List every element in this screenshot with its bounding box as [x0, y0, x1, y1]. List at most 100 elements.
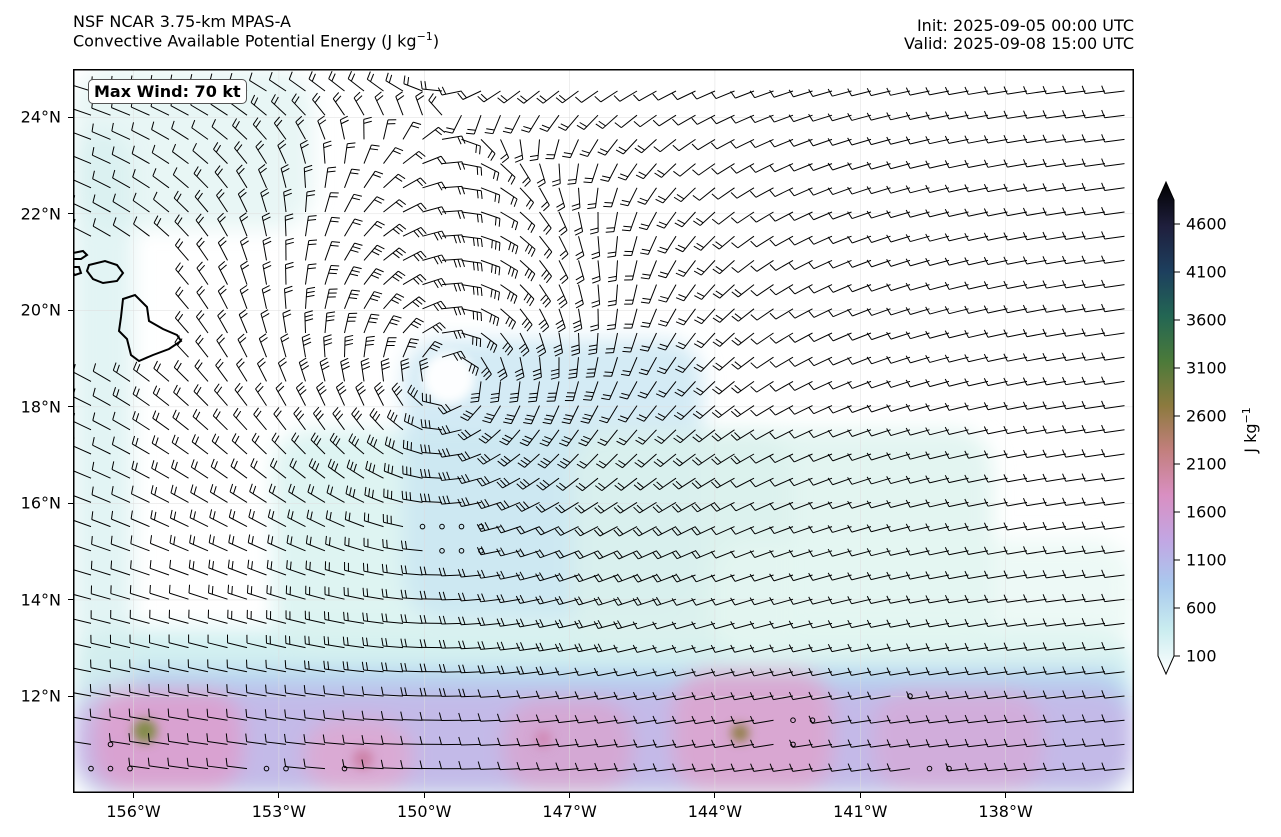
- wind-barb-feather: [360, 358, 369, 363]
- wind-barb-feather: [524, 321, 531, 329]
- wind-barb-feather: [520, 95, 528, 102]
- wind-barb: [480, 768, 501, 770]
- wind-barb-feather: [675, 550, 682, 558]
- wind-barb-feather: [769, 312, 777, 320]
- wind-barb-feather: [211, 585, 214, 595]
- wind-barb: [344, 544, 365, 552]
- wind-barb-feather: [676, 434, 684, 441]
- wind-barb: [1065, 743, 1086, 747]
- wind-barb-feather: [827, 309, 834, 317]
- wind-barb: [324, 619, 345, 624]
- wind-barb-feather: [251, 510, 255, 520]
- wind-barb: [968, 622, 989, 628]
- wind-barb: [363, 742, 384, 745]
- wind-barb-feather: [461, 498, 466, 506]
- wind-barb-feather: [672, 118, 679, 126]
- wind-barb: [402, 498, 423, 503]
- wind-barb-feather: [361, 686, 365, 695]
- wind-barb-feather: [1101, 303, 1106, 312]
- wind-barb: [131, 106, 150, 116]
- wind-barb-feather: [606, 227, 615, 229]
- wind-barb-feather: [175, 286, 181, 294]
- wind-barb-feather: [500, 153, 508, 160]
- wind-barb-feather: [371, 144, 380, 147]
- cape-max-west: [133, 719, 157, 743]
- wind-barb-feather: [674, 391, 683, 397]
- wind-barb: [73, 445, 92, 455]
- wind-barb-feather: [464, 451, 471, 459]
- wind-barb-feather: [155, 437, 159, 446]
- wind-barb: [92, 154, 111, 165]
- wind-barb: [679, 429, 696, 444]
- wind-barb: [461, 356, 479, 369]
- wind-barb-feather: [925, 136, 930, 144]
- wind-barb-feather: [1101, 714, 1106, 723]
- wind-barb-feather: [249, 72, 253, 81]
- wind-barb-feather: [442, 495, 447, 504]
- wind-barb: [714, 671, 735, 677]
- wind-barb-feather: [403, 413, 407, 422]
- wind-barb-feather: [542, 326, 550, 333]
- wind-barb-feather: [696, 242, 704, 248]
- wind-barb-feather: [964, 305, 969, 314]
- wind-barb-feather: [523, 292, 529, 301]
- wind-barb-feather: [441, 230, 447, 239]
- wind-barb-feather: [568, 372, 577, 375]
- wind-barb-feather: [905, 379, 911, 388]
- wind-barb: [664, 356, 677, 374]
- wind-barb-feather: [404, 589, 408, 599]
- wind-barb-feather: [613, 668, 618, 677]
- wind-barb-feather: [523, 421, 532, 425]
- wind-barb-feather: [1101, 521, 1106, 530]
- wind-barb-feather: [246, 584, 249, 594]
- wind-barb-feather: [730, 574, 736, 582]
- wind-barb-feather: [415, 91, 423, 97]
- wind-barb: [890, 332, 911, 340]
- wind-barb-feather: [1081, 666, 1086, 675]
- wind-barb: [793, 574, 813, 582]
- wind-barb: [347, 78, 365, 92]
- wind-barb-feather: [657, 347, 666, 351]
- wind-barb: [968, 332, 989, 339]
- calm-wind-circle: [946, 765, 952, 772]
- wind-barb: [492, 115, 501, 134]
- wind-barb-feather: [238, 309, 247, 315]
- wind-barb-feather: [453, 283, 458, 292]
- wind-barb: [948, 332, 969, 339]
- wind-barb-feather: [808, 454, 814, 462]
- wind-barb-feather: [167, 757, 170, 766]
- wind-barb-feather: [574, 231, 583, 236]
- wind-barb-feather: [588, 352, 597, 355]
- wind-barb-feather: [342, 685, 345, 695]
- wind-barb-feather: [290, 511, 294, 520]
- wind-barb-feather: [866, 619, 872, 628]
- wind-barb: [539, 163, 546, 183]
- wind-barb: [188, 765, 209, 770]
- wind-barb: [151, 152, 170, 165]
- wind-barb-feather: [905, 307, 911, 315]
- wind-barb: [636, 719, 657, 724]
- wind-barb-feather: [1042, 497, 1047, 506]
- wind-barb: [313, 413, 326, 431]
- wind-barb-feather: [285, 261, 294, 266]
- wind-barb: [987, 163, 1008, 168]
- wind-barb: [968, 308, 989, 314]
- wind-barb-feather: [691, 692, 696, 701]
- wind-barb: [851, 743, 872, 748]
- wind-barb: [1046, 405, 1067, 410]
- wind-barb-feather: [714, 502, 721, 510]
- wind-barb-feather: [539, 642, 544, 651]
- wind-barb-feather: [403, 75, 406, 84]
- wind-barb: [890, 259, 911, 267]
- colorbar-unit-exponent: −1: [1239, 407, 1253, 424]
- wind-barb: [152, 392, 170, 406]
- wind-barb-feather: [675, 457, 683, 464]
- wind-barb-feather: [370, 73, 375, 82]
- wind-barb-feather: [308, 458, 313, 467]
- wind-barb-feather: [808, 310, 815, 318]
- wind-barb-feather: [268, 71, 273, 81]
- wind-barb-feather: [576, 463, 585, 469]
- wind-barb: [625, 405, 638, 423]
- wind-barb-feather: [484, 131, 493, 135]
- wind-barb: [718, 405, 735, 419]
